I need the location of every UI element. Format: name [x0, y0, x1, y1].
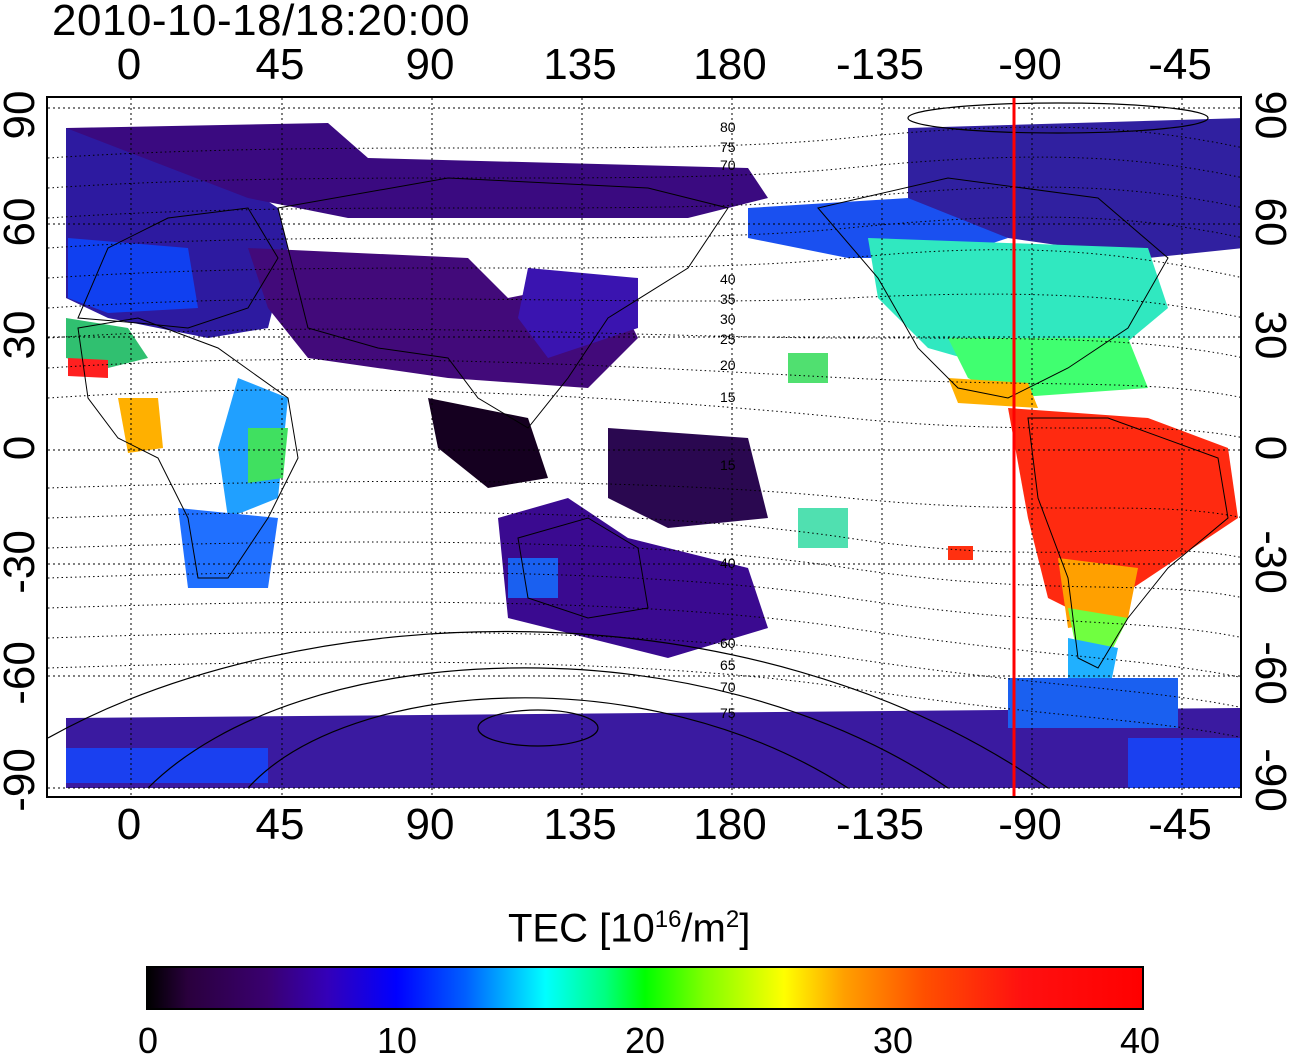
bottom-lon-label-m135: -135 — [835, 800, 925, 849]
coastline-australia — [517, 517, 649, 619]
tec-region-west-africa-warm — [118, 398, 163, 453]
top-lon-label-180: 180 — [693, 40, 767, 89]
coastline-europe — [77, 207, 279, 329]
coastline-north-america — [817, 177, 1169, 399]
tec-region-antarctic-blue-west — [66, 748, 268, 783]
colorbar-tick-20: 20 — [624, 1020, 666, 1061]
contour-labels-north: 80 75 70 40 35 30 25 20 15 — [720, 119, 736, 405]
tec-data-layer — [66, 118, 1240, 788]
colorbar-tick-0: 0 — [137, 1020, 159, 1061]
contour-label: 15 — [720, 457, 736, 473]
top-lon-label-135: 135 — [543, 40, 617, 89]
coastlines — [77, 177, 1229, 669]
tec-region-antarctic-blue-east — [1128, 738, 1240, 788]
left-lat-label-m60: -60 — [0, 641, 44, 705]
colorbar-title-suffix: ] — [739, 906, 751, 951]
tec-region-australia-blue — [508, 558, 558, 598]
tec-region-northern-strip — [66, 123, 768, 218]
right-lat-label-m60: -60 — [1246, 641, 1292, 705]
tec-region-south-pacific-blue — [1008, 678, 1178, 728]
contour-label: 65 — [720, 657, 736, 673]
bottom-lon-label-0: 0 — [116, 800, 142, 849]
top-lon-label-m135: -135 — [835, 40, 925, 89]
contour-labels-south: 15 40 60 65 70 75 — [720, 457, 736, 721]
tec-region-west-africa-hot — [68, 358, 108, 378]
contour-label: 40 — [720, 555, 736, 571]
left-lat-label-m30: -30 — [0, 530, 44, 594]
tec-colorbar — [146, 966, 1144, 1010]
tec-region-pacific-red-patch — [948, 546, 973, 560]
right-lat-label-60: 60 — [1246, 197, 1292, 247]
contour-label: 75 — [720, 705, 736, 721]
top-lon-label-m45: -45 — [1148, 40, 1212, 89]
tec-region-asia — [248, 248, 638, 388]
contour-label: 70 — [720, 157, 736, 173]
right-lat-label-0: 0 — [1246, 435, 1292, 461]
right-lat-label-m90: -90 — [1246, 748, 1292, 812]
tec-region-pacific-south-patch — [798, 508, 848, 548]
contour-label: 15 — [720, 389, 736, 405]
left-lat-label-m90: -90 — [0, 748, 44, 812]
top-lon-label-0: 0 — [116, 40, 142, 89]
tec-region-east-africa-green — [248, 428, 288, 483]
colorbar-title: TEC [1016/m2] — [508, 906, 750, 951]
tec-region-north-america — [868, 238, 1168, 368]
contour-label: 60 — [720, 635, 736, 651]
contour-label: 70 — [720, 679, 736, 695]
map-title: 2010-10-18/18:20:00 — [52, 0, 471, 45]
tec-region-southeast-asia — [428, 398, 548, 488]
coastline-south-america — [1027, 417, 1229, 669]
contour-label: 30 — [720, 311, 736, 327]
colorbar-tick-30: 30 — [872, 1020, 914, 1061]
colorbar-tick-40: 40 — [1119, 1020, 1161, 1061]
contour-label: 25 — [720, 331, 736, 347]
colorbar-tick-10: 10 — [376, 1020, 418, 1061]
coastline-africa — [77, 317, 299, 579]
top-lon-label-45: 45 — [255, 40, 305, 89]
right-lat-label-90: 90 — [1246, 90, 1292, 140]
tec-region-pacific-west — [608, 428, 768, 528]
bottom-lon-label-180: 180 — [693, 800, 767, 849]
magnetic-pole-contours — [48, 102, 1209, 789]
tec-region-east-asia — [518, 268, 638, 358]
bottom-lon-label-90: 90 — [405, 800, 455, 849]
right-lat-label-m30: -30 — [1246, 530, 1292, 594]
bottom-lon-label-m45: -45 — [1148, 800, 1212, 849]
colorbar-title-square: 2 — [725, 906, 740, 933]
bottom-lon-label-m90: -90 — [998, 800, 1062, 849]
colorbar-title-prefix: TEC [10 — [508, 906, 655, 951]
colorbar-title-unit: /m — [681, 906, 726, 951]
tec-map: 80 75 70 40 35 30 25 20 15 15 40 60 65 7… — [46, 96, 1242, 798]
top-lon-label-90: 90 — [405, 40, 455, 89]
tec-region-southern-africa — [178, 508, 278, 588]
right-lat-label-30: 30 — [1246, 310, 1292, 360]
tec-map-canvas: 80 75 70 40 35 30 25 20 15 15 40 60 65 7… — [48, 98, 1240, 796]
bottom-lon-label-45: 45 — [255, 800, 305, 849]
contour-label: 20 — [720, 357, 736, 373]
contour-label: 40 — [720, 271, 736, 287]
contour-label: 35 — [720, 291, 736, 307]
tec-region-north-africa — [66, 318, 148, 368]
colorbar-title-exponent: 16 — [654, 906, 682, 933]
left-lat-label-30: 30 — [0, 310, 44, 360]
tec-region-europe-blue — [68, 238, 198, 313]
contour-label: 75 — [720, 139, 736, 155]
left-lat-label-60: 60 — [0, 197, 44, 247]
top-lon-label-m90: -90 — [998, 40, 1062, 89]
left-lat-label-90: 90 — [0, 90, 44, 140]
contour-label: 80 — [720, 119, 736, 135]
bottom-lon-label-135: 135 — [543, 800, 617, 849]
left-lat-label-0: 0 — [0, 436, 45, 460]
tec-region-pacific-north-patch — [788, 353, 828, 383]
lat-lon-grid — [48, 98, 1240, 796]
coastline-asia — [277, 177, 729, 429]
